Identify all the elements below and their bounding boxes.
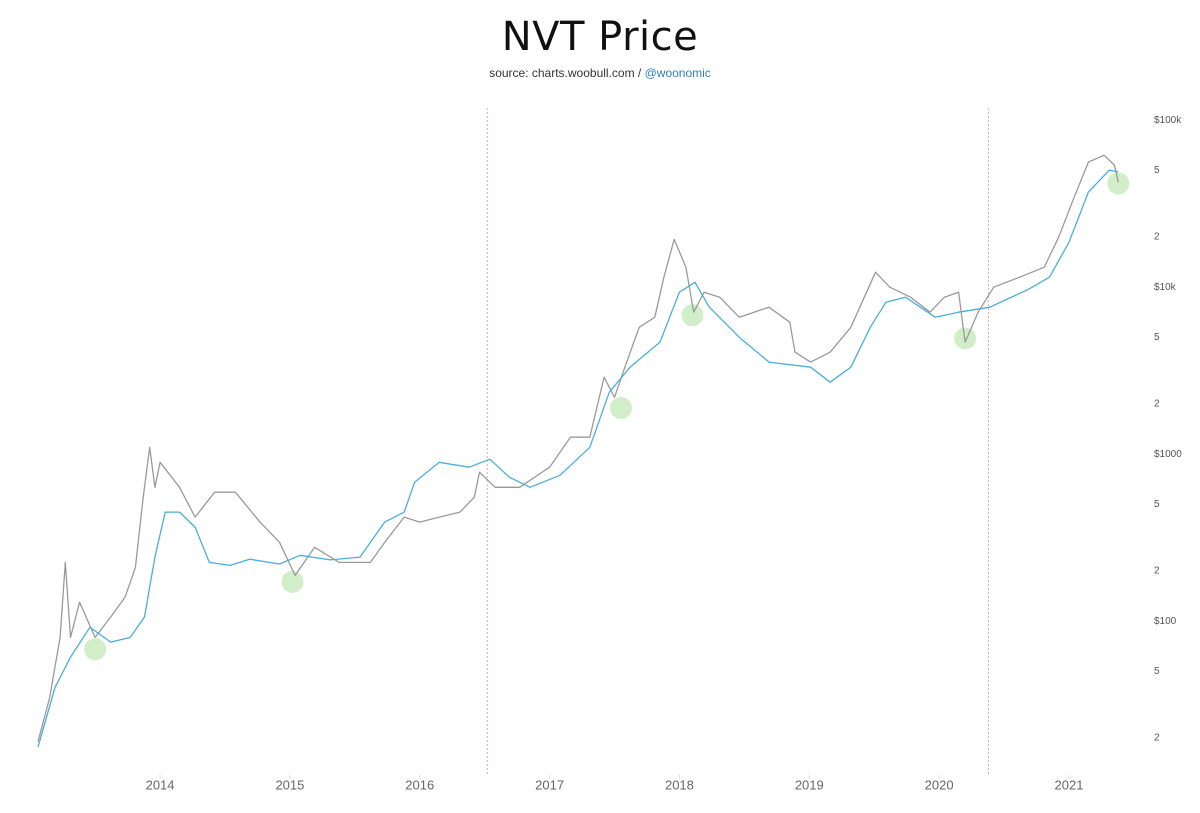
y-tick-label: $100k [1154, 115, 1182, 126]
y-tick-label: 2 [1154, 232, 1160, 243]
x-tick-label: 2017 [535, 777, 564, 792]
y-tick-label: 5 [1154, 332, 1160, 343]
y-tick-label: 2 [1154, 566, 1160, 577]
y-tick-label: 5 [1154, 165, 1160, 176]
x-tick-label: 2018 [665, 777, 694, 792]
y-tick-label: $1000 [1154, 449, 1182, 460]
x-tick-label: 2014 [146, 777, 175, 792]
x-tick-label: 2015 [275, 777, 304, 792]
x-tick-label: 2020 [925, 777, 954, 792]
x-tick-label: 2019 [795, 777, 824, 792]
x-tick-label: 2021 [1055, 777, 1084, 792]
highlight-circle [84, 638, 107, 661]
series-line [37, 169, 1119, 748]
highlight-circle [281, 570, 304, 593]
subtitle: source: charts.woobull.com / @woonomic [0, 66, 1200, 80]
y-tick-label: 5 [1154, 666, 1160, 677]
subtitle-link[interactable]: @woonomic [644, 66, 711, 80]
highlight-circle [681, 304, 704, 327]
y-tick-label: $10k [1154, 282, 1177, 293]
y-tick-label: 2 [1154, 733, 1160, 744]
series-line [37, 154, 1119, 742]
subtitle-source: source: charts.woobull.com / [489, 66, 642, 80]
y-tick-label: $100 [1154, 616, 1177, 627]
y-tick-label: 2 [1154, 399, 1160, 410]
highlight-circle [1107, 172, 1130, 195]
y-tick-label: 5 [1154, 499, 1160, 510]
x-tick-label: 2016 [405, 777, 434, 792]
highlight-circle [610, 397, 633, 420]
chart-title: NVT Price [501, 14, 699, 60]
